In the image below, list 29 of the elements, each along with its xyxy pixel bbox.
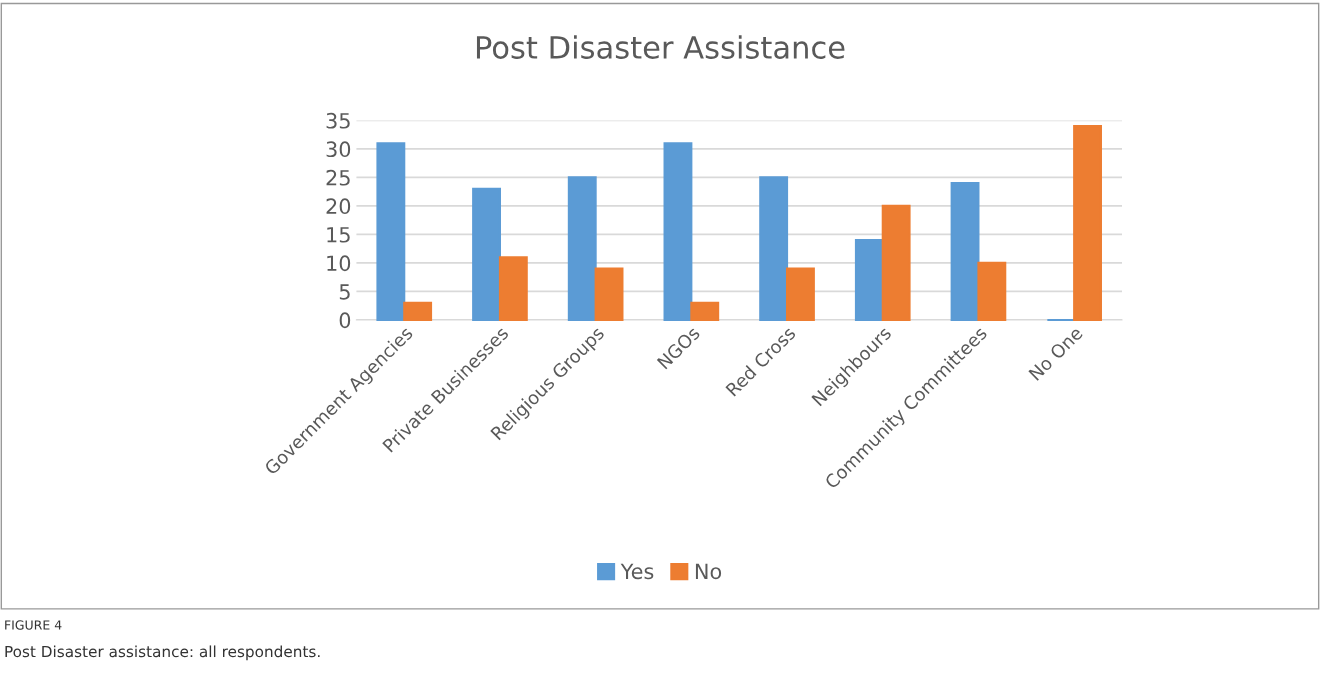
bar xyxy=(786,267,815,321)
y-tick-label: 15 xyxy=(327,227,350,243)
chart-title: Post Disaster Assistance xyxy=(476,35,845,59)
text: Post Disaster assistance: all respondents. xyxy=(5,645,320,661)
x-tick-label: No One xyxy=(1028,325,1084,381)
bar xyxy=(376,142,406,321)
bar xyxy=(594,267,624,321)
bar xyxy=(950,182,980,321)
y-tick-label: 20 xyxy=(326,198,351,215)
bar xyxy=(567,176,597,321)
bar xyxy=(759,176,789,321)
legend-label: Yes xyxy=(620,563,654,580)
y-tick-label: 35 xyxy=(326,112,350,129)
legend-label: No xyxy=(695,563,722,580)
y-tick-label: 0 xyxy=(339,312,351,329)
bar xyxy=(690,301,720,321)
caption: FIGURE 4 xyxy=(5,620,62,630)
bar xyxy=(403,301,433,321)
bar xyxy=(977,261,1007,321)
y-tick-label: 10 xyxy=(327,255,351,272)
bar xyxy=(854,239,884,321)
bar xyxy=(1073,125,1102,321)
y-tick-label: 30 xyxy=(326,141,351,158)
bar xyxy=(498,256,528,321)
y-tick-label: 5 xyxy=(339,284,350,300)
y-tick-label: 25 xyxy=(326,169,350,186)
bar xyxy=(663,142,693,321)
bar xyxy=(881,204,911,321)
bar xyxy=(472,187,501,321)
